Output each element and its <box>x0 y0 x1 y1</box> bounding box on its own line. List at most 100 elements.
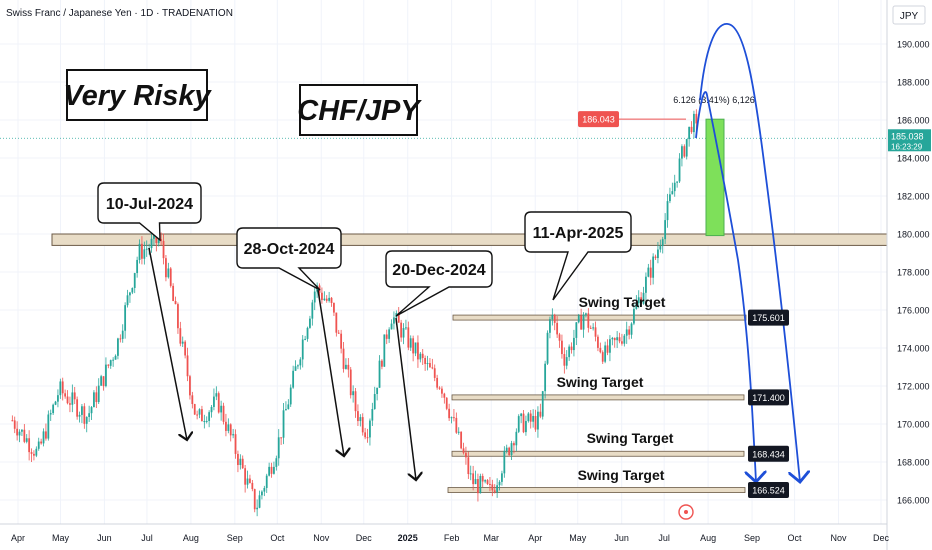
candle-body <box>117 338 119 356</box>
candle-body <box>587 313 590 328</box>
candle-body <box>565 357 568 366</box>
x-tick-label: Apr <box>11 533 25 543</box>
candle-body <box>628 329 631 335</box>
x-tick-label: Dec <box>873 533 890 543</box>
candle-body <box>364 432 367 438</box>
candle-body <box>181 341 184 344</box>
candle-body <box>556 322 559 335</box>
candle-body <box>553 314 556 323</box>
x-tick-label: Jun <box>614 533 629 543</box>
candle-body <box>321 292 323 301</box>
candle-body <box>604 345 607 362</box>
candle-body <box>421 353 424 358</box>
candle-body <box>97 385 100 403</box>
resistance-zone <box>51 233 888 246</box>
candle-body <box>433 368 436 378</box>
candle-body <box>246 478 249 485</box>
candle-body <box>369 420 371 438</box>
candle-body <box>613 337 616 341</box>
candle-body <box>376 387 379 395</box>
candle-body <box>450 417 453 419</box>
candle-body <box>57 395 59 402</box>
candle-body <box>131 287 134 293</box>
measure-label: 6.126 (3.41%) 6,126 <box>673 95 755 105</box>
candle-body <box>630 323 633 335</box>
candle-body <box>671 191 674 195</box>
swing-target-badge <box>748 309 789 326</box>
candle-body <box>484 480 487 482</box>
risk-label: Very Risky <box>63 80 212 112</box>
y-tick-label: 166.000 <box>897 496 930 506</box>
candle-body <box>160 239 163 241</box>
candle-body <box>361 417 364 433</box>
candle-body <box>582 314 585 330</box>
down-arrow <box>395 317 416 480</box>
candle-body <box>373 394 376 410</box>
candle-body <box>549 319 551 333</box>
candle-body <box>534 415 537 430</box>
candle-body <box>546 332 549 364</box>
candle-body <box>81 406 83 415</box>
candle-body <box>436 377 439 388</box>
pair-title-box <box>299 84 418 136</box>
candle-body <box>481 475 484 482</box>
candle-body <box>304 338 307 340</box>
candle-body <box>438 387 441 389</box>
candle-body <box>527 413 530 422</box>
candle-body <box>575 322 578 338</box>
candle-body <box>664 220 667 240</box>
candle-body <box>107 364 110 366</box>
candle-body <box>688 126 691 140</box>
candle-body <box>285 409 287 411</box>
candle-body <box>676 181 679 183</box>
candle-body <box>42 431 45 444</box>
candle-body <box>13 420 16 429</box>
callout-label: 11-Apr-2025 <box>533 225 624 242</box>
y-tick-label: 172.000 <box>897 382 930 392</box>
down-arrow <box>317 289 344 456</box>
y-tick-label: 186.000 <box>897 116 930 126</box>
candle-body <box>455 417 458 433</box>
candle-body <box>11 420 14 422</box>
candle-body <box>563 354 566 366</box>
candle-body <box>71 392 74 405</box>
candle-body <box>335 312 338 333</box>
y-tick-label: 180.000 <box>897 230 930 240</box>
candle-body <box>525 421 527 433</box>
candle-body <box>309 318 311 328</box>
candle-body <box>594 327 597 337</box>
y-axis-panel[interactable] <box>887 0 932 550</box>
high-marker-value: 186.043 <box>582 115 615 125</box>
x-tick-label: Oct <box>270 533 285 543</box>
candle-body <box>162 240 165 259</box>
x-tick-label: Sep <box>744 533 760 543</box>
callout-label: 20-Dec-2024 <box>392 262 486 279</box>
currency-box[interactable] <box>892 5 926 25</box>
candle-body <box>683 146 686 157</box>
candle-body <box>503 450 506 474</box>
candle-body <box>426 363 429 365</box>
candle-body <box>640 297 643 304</box>
candle-body <box>597 336 599 348</box>
candle-body <box>299 359 302 366</box>
candle-body <box>654 256 657 259</box>
candle-body <box>184 341 187 356</box>
x-tick-label: Nov <box>313 533 330 543</box>
x-tick-label: Jun <box>97 533 112 543</box>
candle-body <box>474 479 477 485</box>
candle-body <box>383 334 386 367</box>
candle-body <box>637 297 640 304</box>
candle-body <box>508 447 511 455</box>
x-tick-label: Dec <box>356 533 373 543</box>
candle-body <box>381 360 383 367</box>
candle-body <box>323 298 326 301</box>
candle-body <box>685 139 688 157</box>
event-marker-dot <box>684 510 688 514</box>
candle-body <box>472 473 475 485</box>
candle-body <box>693 113 695 133</box>
candle-body <box>537 411 539 430</box>
candle-body <box>205 420 208 422</box>
candle-body <box>414 342 417 354</box>
candle-body <box>273 466 275 474</box>
